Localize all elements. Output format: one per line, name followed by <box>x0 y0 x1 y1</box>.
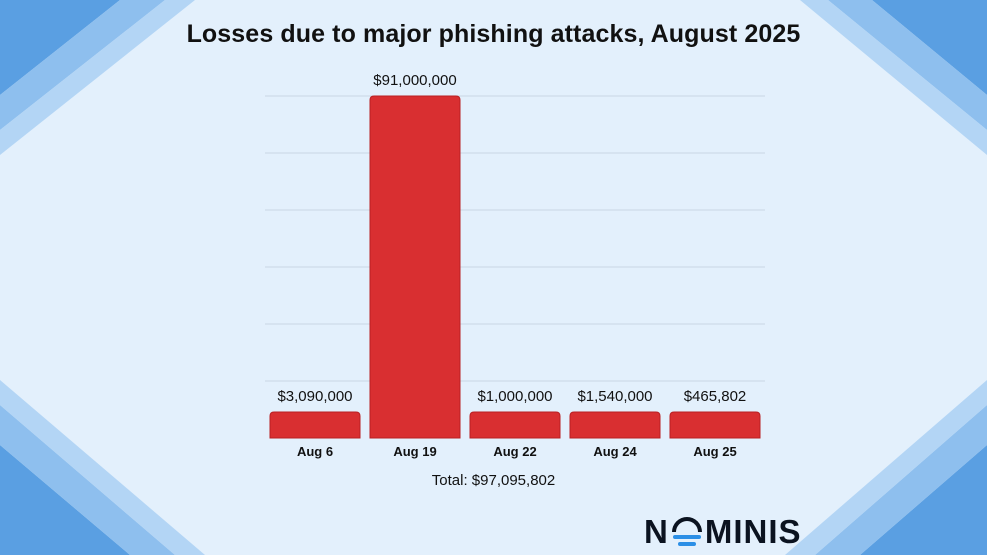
chart-labels: $3,090,000 Aug 6 $91,000,000 Aug 19 $1,000,0… <box>277 72 746 459</box>
data-label: $3,090,000 <box>277 388 352 405</box>
x-tick-label: Aug 6 <box>297 444 333 459</box>
chart-title: Losses due to major phishing attacks, Au… <box>186 20 801 48</box>
total-annotation: Total: $97,095,802 <box>431 472 556 489</box>
x-tick-label: Aug 25 <box>693 444 736 459</box>
x-tick-label: Aug 22 <box>493 444 536 459</box>
x-tick-label: Aug 24 <box>593 444 637 459</box>
data-label: $91,000,000 <box>373 72 456 89</box>
chart-bars <box>269 95 761 439</box>
data-label: $465,802 <box>684 388 747 405</box>
x-tick-label: Aug 19 <box>393 444 436 459</box>
bar-aug-19 <box>369 95 461 439</box>
data-label: $1,540,000 <box>577 388 652 405</box>
bar-aug-22 <box>469 411 561 439</box>
logo-text-end: MINIS <box>704 513 802 550</box>
chart-gridlines <box>265 95 765 382</box>
logo-text-start: N <box>644 513 669 550</box>
bar-aug-6 <box>269 411 361 439</box>
nominis-logo: N MINIS <box>644 512 802 552</box>
bar-aug-25 <box>669 411 761 439</box>
data-label: $1,000,000 <box>477 388 552 405</box>
bar-aug-24 <box>569 411 661 439</box>
logo-o-wave-icon <box>670 517 704 547</box>
